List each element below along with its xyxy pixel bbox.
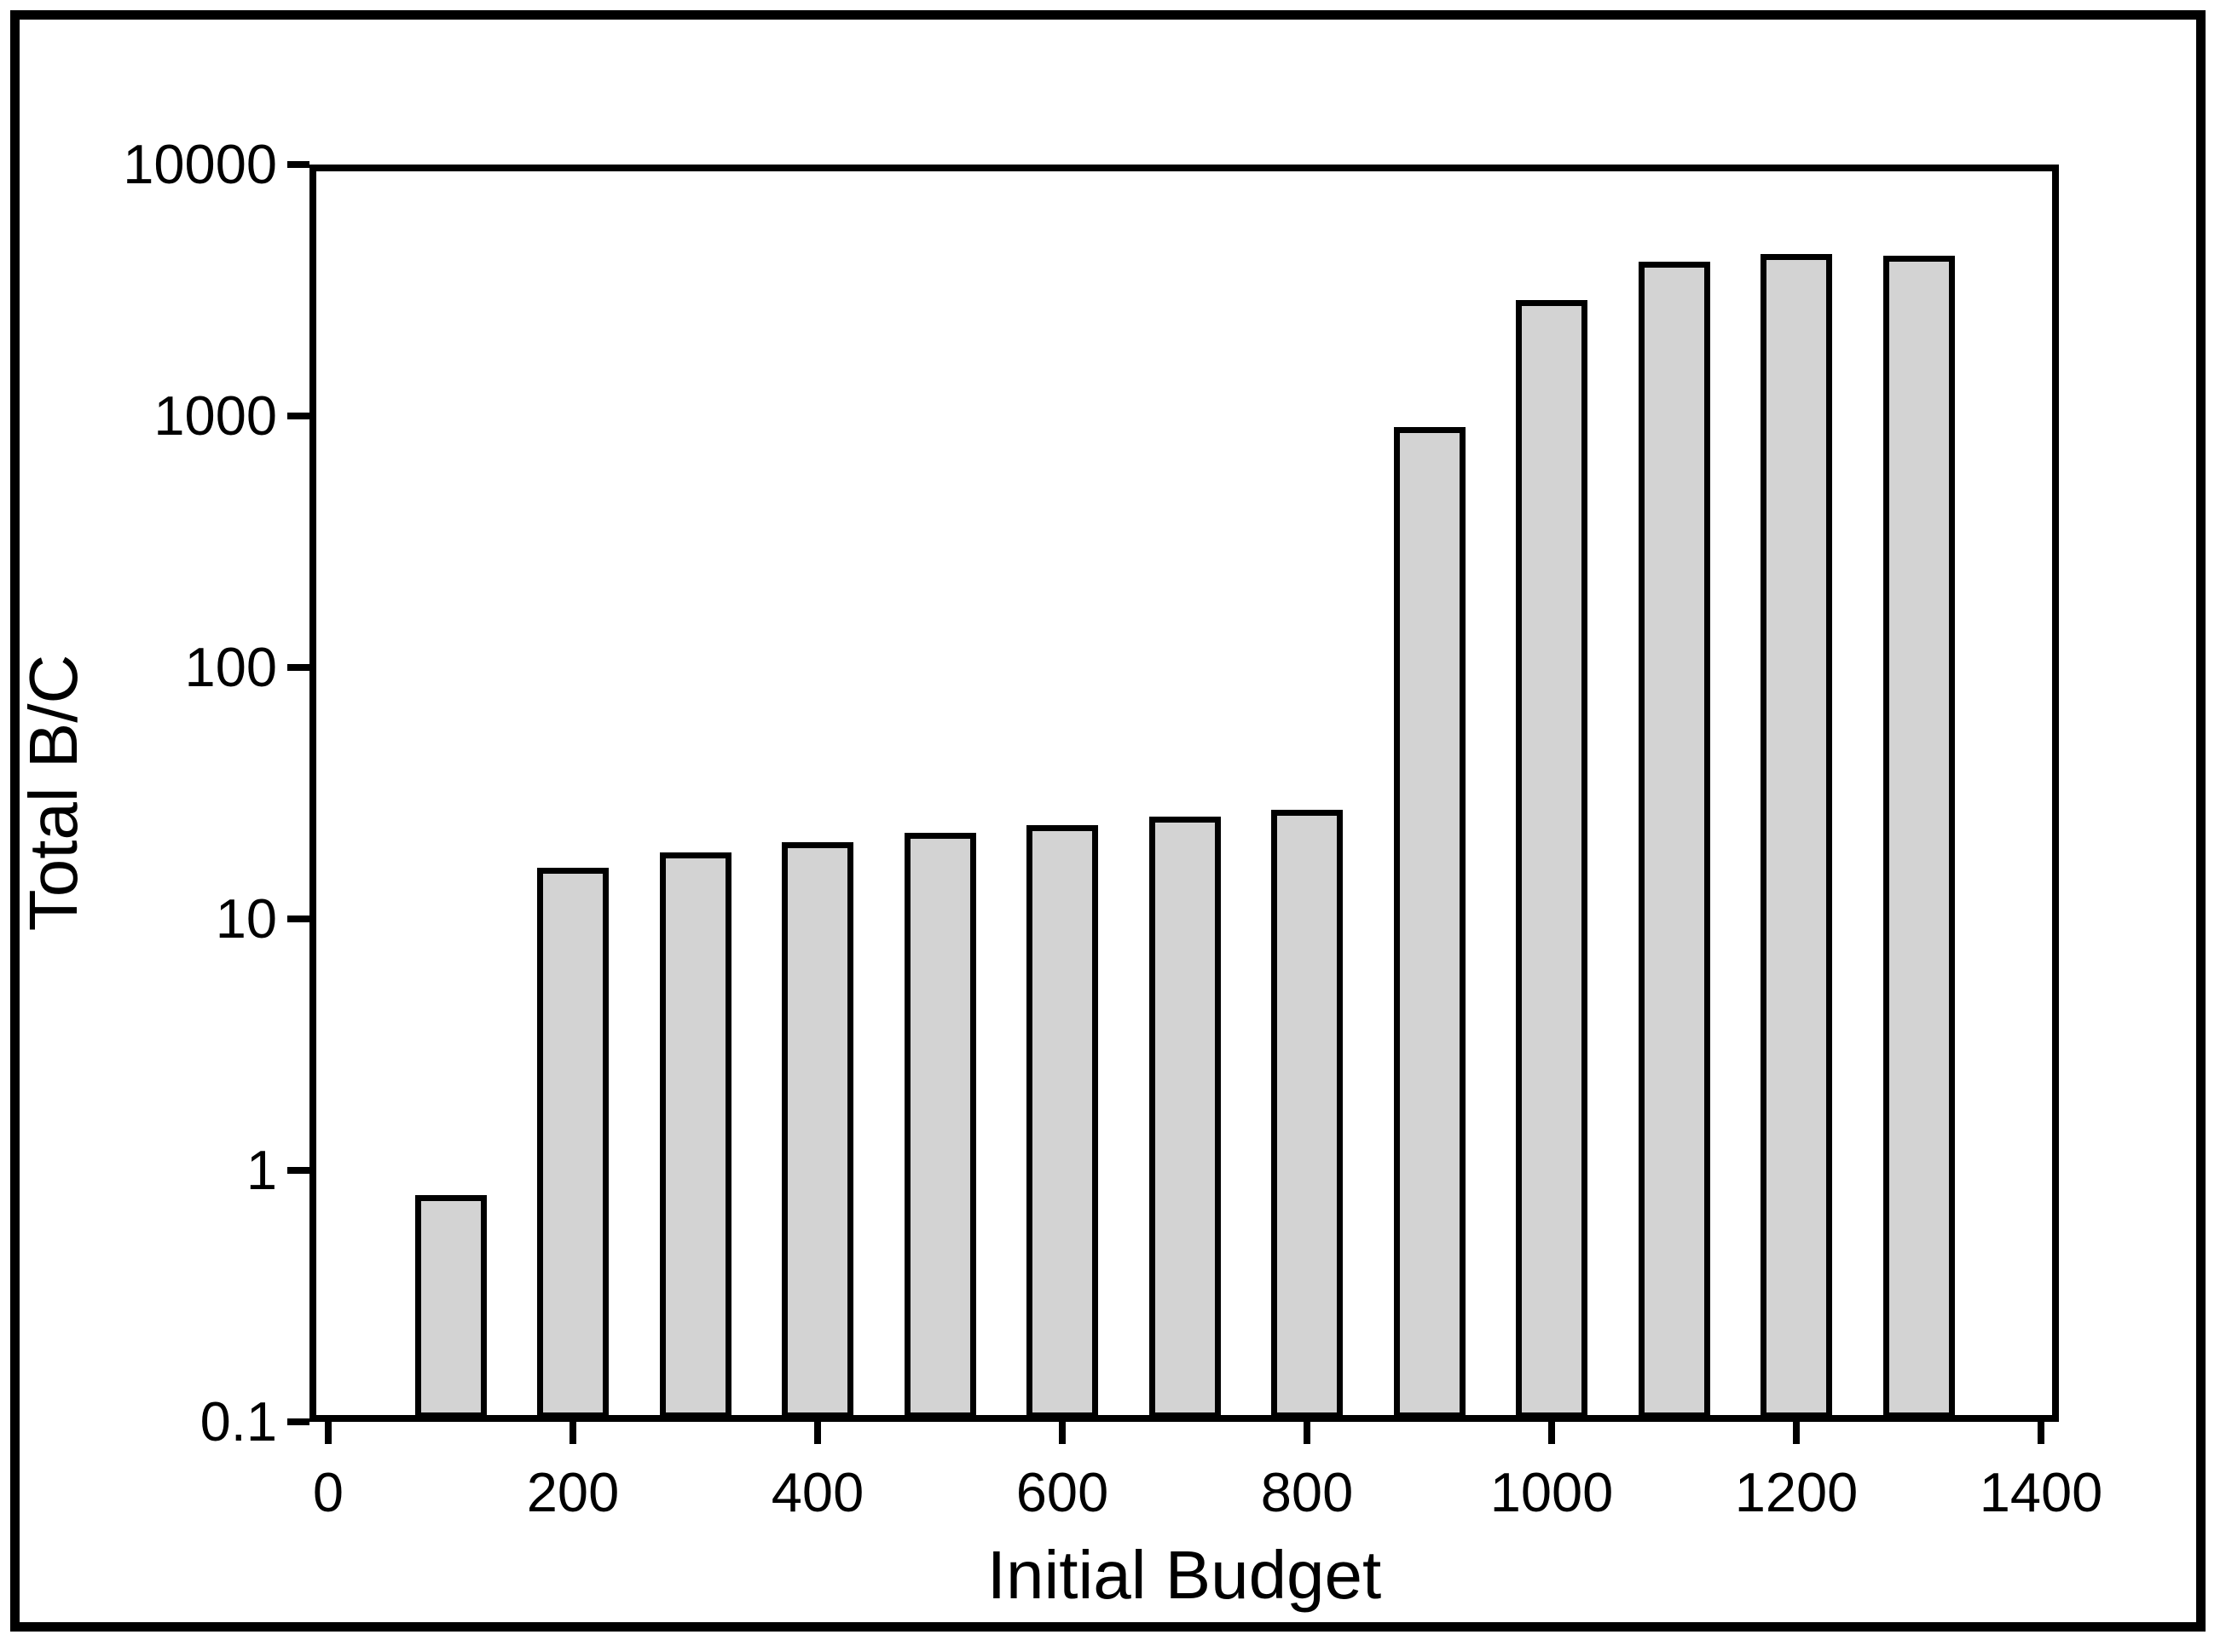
bar-budget-800: [1271, 809, 1343, 1418]
x-tick-label-1400: 1400: [1979, 1461, 2103, 1523]
bar-budget-400: [782, 841, 853, 1418]
x-tick-label-600: 600: [1015, 1461, 1109, 1523]
x-tick-label-400: 400: [771, 1461, 864, 1523]
y-tick-mark-1000: [287, 413, 309, 419]
x-tick-mark-1000: [1548, 1422, 1555, 1444]
x-tick-mark-200: [570, 1422, 576, 1444]
y-tick-mark-10: [287, 916, 309, 922]
bar-budget-1100: [1638, 262, 1710, 1418]
x-tick-label-0: 0: [312, 1461, 344, 1523]
y-tick-mark-100: [287, 664, 309, 671]
x-tick-mark-600: [1059, 1422, 1066, 1444]
y-axis-title: Total B/C: [15, 654, 91, 932]
x-tick-label-200: 200: [526, 1461, 620, 1523]
plot-frame: [309, 165, 2059, 1422]
bar-budget-700: [1148, 817, 1221, 1418]
x-tick-mark-1200: [1793, 1422, 1800, 1444]
bar-budget-100: [414, 1194, 487, 1418]
bar-budget-1200: [1761, 254, 1832, 1418]
x-tick-label-1200: 1200: [1734, 1461, 1859, 1523]
bar-budget-1000: [1516, 299, 1587, 1418]
bar-budget-900: [1393, 427, 1466, 1418]
x-tick-label-1000: 1000: [1489, 1461, 1614, 1523]
y-tick-mark-0.1: [287, 1418, 309, 1425]
y-tick-label-10: 10: [215, 887, 277, 950]
x-tick-mark-800: [1304, 1422, 1310, 1444]
bar-budget-500: [904, 832, 976, 1418]
y-tick-label-0.1: 0.1: [199, 1390, 277, 1453]
y-tick-label-100: 100: [184, 636, 277, 698]
x-tick-label-800: 800: [1260, 1461, 1354, 1523]
x-axis-title: Initial Budget: [986, 1537, 1382, 1613]
y-tick-mark-1: [287, 1167, 309, 1174]
figure-border: [10, 10, 2206, 1632]
bar-budget-300: [659, 852, 731, 1418]
y-tick-label-1: 1: [246, 1139, 277, 1201]
x-tick-mark-0: [325, 1422, 332, 1444]
y-tick-mark-10000: [287, 161, 309, 168]
y-tick-label-1000: 1000: [153, 384, 277, 447]
bar-budget-600: [1026, 824, 1098, 1418]
x-tick-mark-1400: [2038, 1422, 2044, 1444]
x-tick-mark-400: [814, 1422, 821, 1444]
y-tick-label-10000: 10000: [123, 133, 277, 195]
